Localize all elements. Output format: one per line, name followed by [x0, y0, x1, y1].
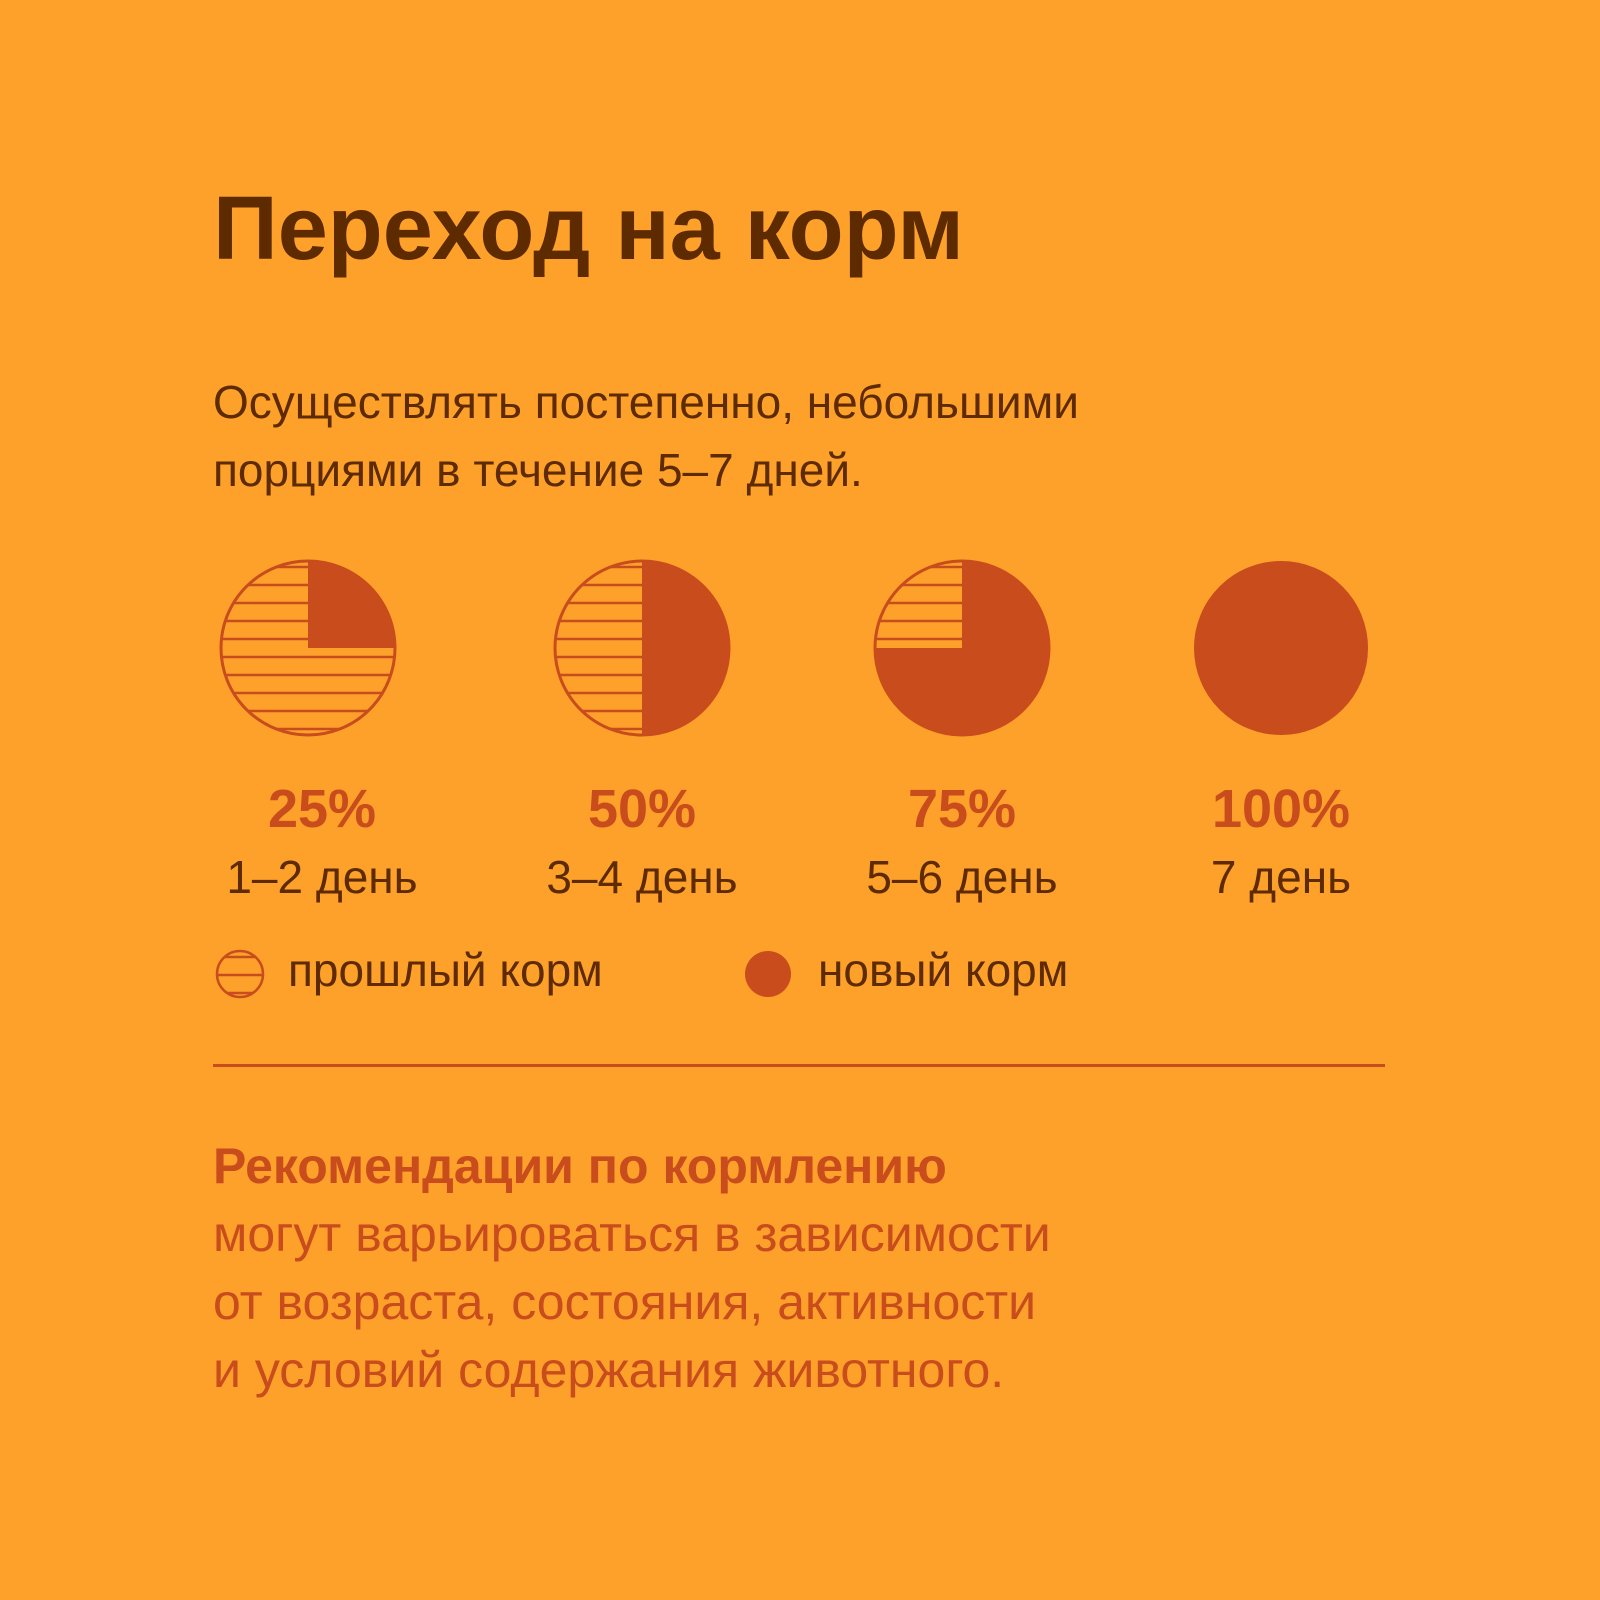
- step-4-days: 7 день: [1210, 851, 1352, 903]
- pie-new-food-slice: [642, 561, 729, 735]
- page-title: Переход на корм: [213, 179, 964, 279]
- pie-step-1: [219, 559, 397, 737]
- recommendation-line-2: от возраста, состояния, активности: [213, 1274, 1037, 1330]
- step-2-percent: 50%: [587, 779, 697, 839]
- pie-step-2: [553, 559, 731, 737]
- recommendation-title: Рекомендации по кормлению: [213, 1138, 947, 1194]
- recommendation-line-3: и условий содержания животного.: [213, 1342, 1005, 1398]
- striped-circle-icon: [215, 949, 265, 999]
- step-1-percent: 25%: [267, 779, 377, 839]
- step-1-days: 1–2 день: [226, 851, 418, 903]
- intro-line-2: порциями в течение 5–7 дней.: [213, 444, 863, 496]
- pie-step-3: [873, 559, 1051, 737]
- step-3-days: 5–6 день: [866, 851, 1058, 903]
- step-2-days: 3–4 день: [546, 851, 738, 903]
- recommendation-block: Рекомендации по кормлению могут варьиров…: [213, 1132, 1051, 1404]
- recommendation-line-1: могут варьироваться в зависимости: [213, 1206, 1051, 1262]
- pie-new-food-slice: [308, 561, 395, 648]
- pie-step-4: [1194, 561, 1368, 735]
- divider: [213, 1064, 1385, 1067]
- intro-line-1: Осуществлять постепенно, небольшими: [213, 376, 1079, 428]
- pie-new-food-slice: [875, 561, 1049, 735]
- filled-circle-icon: [745, 951, 791, 997]
- intro-text: Осуществлять постепенно, небольшими порц…: [213, 368, 1079, 504]
- pie-new-food-slice: [1194, 561, 1368, 735]
- step-3-percent: 75%: [907, 779, 1017, 839]
- step-4-percent: 100%: [1211, 779, 1351, 839]
- transition-pies: [219, 559, 1368, 737]
- legend-old-food-label: прошлый корм: [288, 944, 603, 996]
- legend-new-food-label: новый корм: [818, 944, 1069, 996]
